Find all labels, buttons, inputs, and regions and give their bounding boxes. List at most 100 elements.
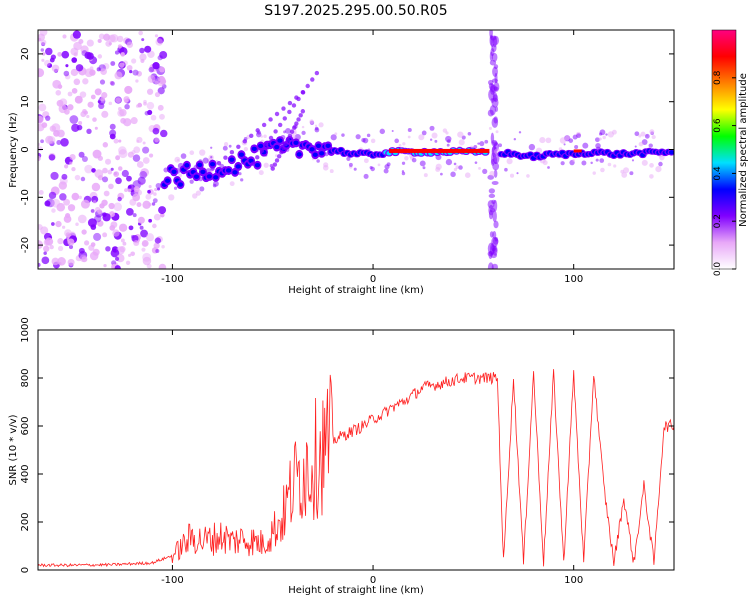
noise-speckle: [86, 114, 90, 119]
noise-speckle: [147, 75, 156, 83]
y-tick-label: 600: [20, 416, 31, 435]
noise-speckle: [38, 115, 44, 124]
halo-speckle: [576, 133, 582, 139]
y-tick-label: 800: [20, 368, 31, 387]
noise-speckle: [84, 164, 93, 174]
halo-speckle: [398, 143, 402, 147]
halo-speckle: [228, 144, 232, 148]
noise-speckle: [71, 57, 78, 63]
halo-speckle: [212, 183, 217, 188]
halo-speckle: [442, 128, 448, 133]
halo-speckle: [621, 172, 628, 178]
noise-speckle: [118, 139, 122, 143]
noise-speckle: [114, 256, 120, 261]
halo-speckle: [649, 129, 655, 135]
ridge-mid: [293, 140, 299, 146]
halo-speckle: [370, 138, 376, 144]
noise-speckle: [127, 188, 132, 193]
noise-speckle: [124, 188, 128, 193]
noise-speckle: [126, 65, 133, 71]
gap-spike-blob: [492, 66, 498, 77]
noise-speckle: [57, 238, 64, 245]
noise-speckle: [101, 92, 108, 99]
noise-speckle: [44, 59, 51, 67]
gap-spike-blob: [492, 230, 497, 240]
noise-speckle: [148, 153, 154, 158]
noise-speckle: [109, 123, 116, 130]
noise-speckle: [135, 104, 140, 108]
ridge-streak: [281, 106, 286, 111]
noise-speckle: [102, 176, 109, 183]
halo-speckle: [314, 127, 320, 133]
noise-speckle: [112, 229, 120, 237]
noise-speckle: [133, 239, 140, 246]
ridge-streak: [272, 162, 278, 167]
halo-speckle: [640, 131, 646, 137]
noise-speckle: [154, 80, 159, 85]
halo-speckle: [518, 131, 522, 134]
noise-speckle: [109, 225, 116, 231]
noise-speckle: [110, 167, 114, 171]
noise-speckle: [38, 224, 43, 230]
noise-speckle: [41, 52, 46, 56]
noise-speckle: [137, 176, 146, 185]
noise-speckle: [38, 190, 44, 195]
noise-speckle: [114, 50, 120, 55]
noise-speckle: [130, 251, 136, 257]
noise-speckle: [130, 234, 135, 239]
noise-speckle: [142, 252, 152, 262]
ridge-streak: [310, 77, 315, 82]
gap-spike-blob: [491, 43, 497, 53]
ridge-core: [389, 148, 490, 153]
halo-speckle: [594, 137, 600, 143]
ridge-streak: [261, 122, 267, 128]
halo-speckle: [641, 139, 648, 145]
gap-spike-blob: [487, 199, 495, 209]
noise-speckle: [137, 216, 145, 224]
gap-spike-blob: [489, 105, 496, 116]
snr-frame: [37, 329, 675, 571]
halo-speckle: [634, 131, 640, 137]
halo-speckle: [582, 142, 589, 149]
y-tick-label: 20: [20, 48, 31, 61]
halo-speckle: [560, 161, 565, 166]
ridge-streak: [305, 83, 310, 89]
noise-speckle: [102, 167, 108, 174]
noise-speckle: [79, 91, 87, 98]
chart-title: S197.2025.295.00.50.R05: [264, 3, 447, 19]
noise-speckle: [103, 190, 110, 197]
noise-speckle: [94, 126, 98, 130]
noise-speckle: [78, 195, 82, 200]
noise-speckle: [55, 220, 62, 228]
noise-speckle: [50, 171, 59, 181]
halo-speckle: [607, 131, 615, 138]
noise-speckle: [67, 204, 76, 212]
noise-speckle: [123, 118, 132, 127]
halo-speckle: [177, 158, 180, 162]
noise-speckle: [64, 108, 70, 115]
noise-speckle: [90, 94, 96, 100]
colorbar-ticks: 0.0 0.2 0.4 0.6 0.8: [713, 70, 736, 276]
snr-series-line: [38, 369, 674, 568]
halo-speckle: [189, 150, 195, 156]
noise-speckle: [57, 257, 66, 266]
noise-speckle: [117, 166, 123, 171]
noise-speckle: [148, 66, 155, 73]
noise-speckle: [48, 191, 57, 200]
gap-spike-blob: [491, 78, 499, 83]
noise-speckle: [75, 222, 79, 227]
noise-speckle: [103, 264, 107, 268]
ridge-mid: [197, 162, 203, 168]
ridge-streak: [223, 155, 228, 160]
halo-speckle: [605, 133, 608, 136]
noise-speckle: [144, 45, 152, 53]
noise-speckle: [117, 44, 123, 49]
noise-speckle: [94, 88, 102, 96]
noise-speckle: [146, 101, 155, 110]
halo-speckle: [222, 145, 228, 151]
noise-speckle: [132, 69, 139, 76]
ridge-mid: [229, 157, 235, 162]
noise-speckle: [81, 256, 88, 263]
x-tick-label: -100: [161, 575, 184, 586]
